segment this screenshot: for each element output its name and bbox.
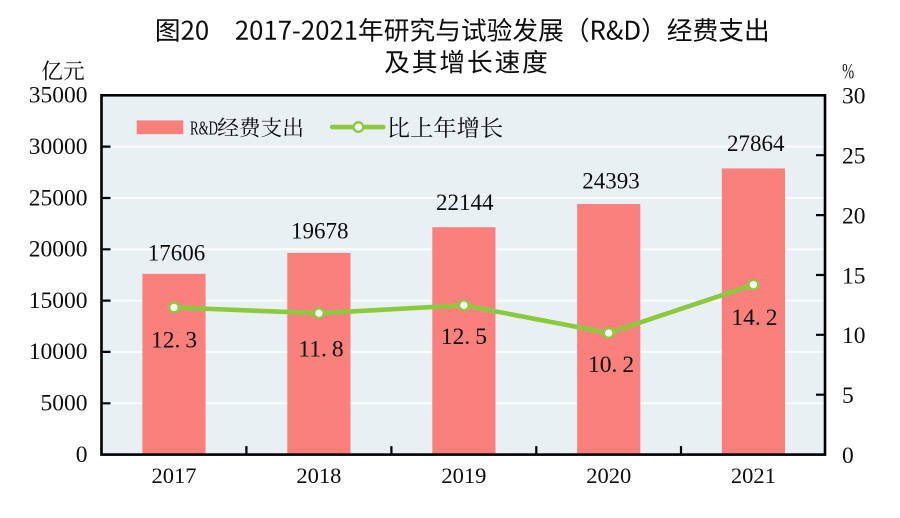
svg-text:30: 30 — [842, 84, 866, 110]
svg-text:2019: 2019 — [441, 463, 486, 488]
svg-text:30000: 30000 — [29, 134, 88, 160]
svg-text:%: % — [842, 58, 854, 83]
svg-text:22144: 22144 — [436, 190, 494, 215]
svg-text:25: 25 — [842, 144, 866, 170]
svg-text:20000: 20000 — [29, 237, 88, 263]
svg-text:15: 15 — [842, 263, 866, 289]
svg-text:0: 0 — [842, 443, 854, 469]
svg-text:25000: 25000 — [29, 185, 88, 211]
svg-text:5: 5 — [842, 383, 854, 409]
svg-text:2020: 2020 — [586, 463, 631, 488]
svg-text:20: 20 — [842, 204, 866, 230]
svg-text:2021: 2021 — [731, 463, 776, 488]
svg-text:12.3: 12. 3 — [151, 327, 197, 353]
svg-text:15000: 15000 — [29, 288, 88, 314]
svg-text:10: 10 — [842, 323, 866, 349]
svg-text:27864: 27864 — [727, 131, 785, 156]
svg-text:R&D: R&D — [190, 117, 218, 139]
svg-text:0: 0 — [76, 442, 88, 468]
svg-text:2018: 2018 — [296, 463, 341, 488]
svg-text:10000: 10000 — [29, 339, 88, 365]
svg-text:19678: 19678 — [291, 219, 349, 244]
svg-text:10.2: 10. 2 — [588, 352, 634, 378]
svg-text:24393: 24393 — [582, 168, 640, 193]
svg-text:17606: 17606 — [148, 241, 206, 266]
svg-text:14.2: 14. 2 — [731, 305, 777, 331]
svg-text:5000: 5000 — [41, 391, 88, 417]
svg-text:35000: 35000 — [29, 83, 88, 109]
svg-text:2017: 2017 — [152, 463, 197, 488]
svg-text:12.5: 12. 5 — [441, 324, 487, 350]
svg-text:11.8: 11. 8 — [298, 337, 343, 363]
